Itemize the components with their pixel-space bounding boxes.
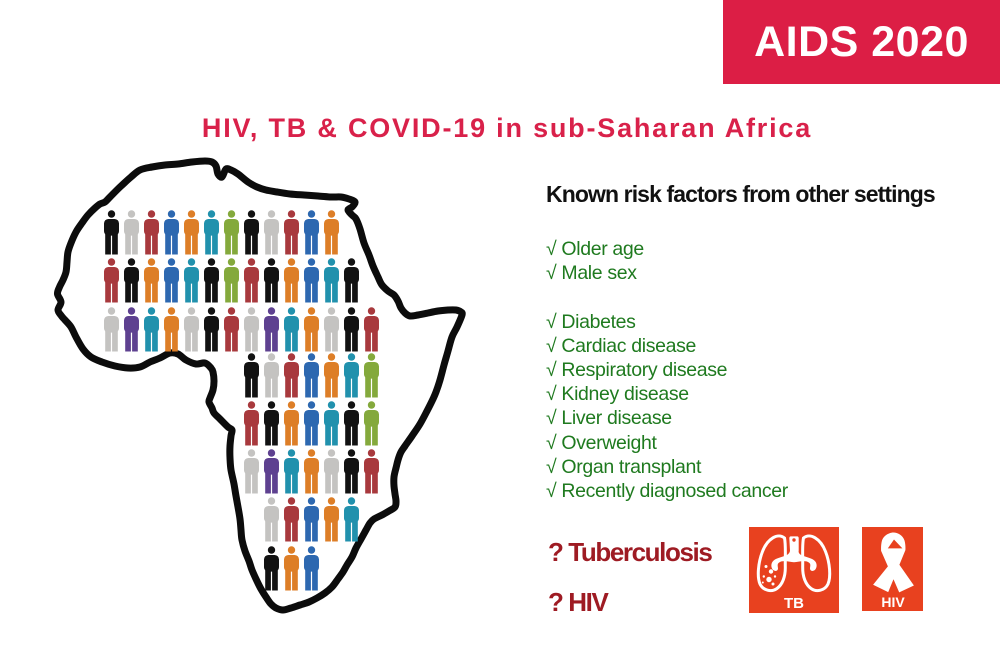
svg-text:HIV: HIV [881,594,905,610]
svg-text:TB: TB [784,595,804,612]
